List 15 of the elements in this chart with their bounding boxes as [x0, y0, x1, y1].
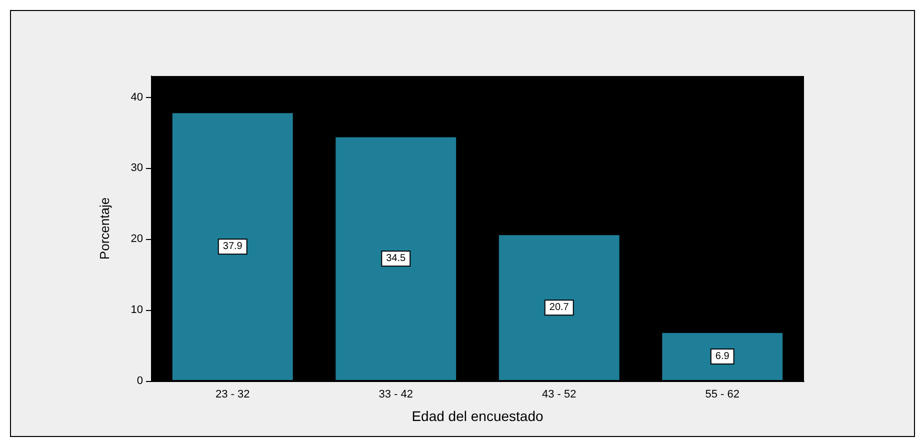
y-tick-label: 40: [130, 91, 143, 104]
x-axis-title: Edad del encuestado: [412, 408, 544, 424]
y-tick-label: 0: [136, 375, 143, 387]
x-tick-label: 23 - 32: [216, 388, 250, 400]
data-label: 37.9: [222, 241, 243, 252]
y-tick-label: 30: [130, 162, 143, 174]
x-tick-label: 33 - 42: [378, 388, 413, 400]
data-label: 6.9: [715, 351, 730, 362]
y-axis-title: Porcentaje: [97, 197, 112, 260]
y-tick-label: 10: [130, 304, 143, 316]
data-label: 34.5: [386, 253, 406, 264]
x-tick-label: 43 - 52: [542, 388, 576, 400]
y-tick-label: 20: [130, 233, 143, 246]
data-label: 20.7: [549, 302, 570, 314]
x-tick-label: 55 - 62: [705, 388, 740, 400]
